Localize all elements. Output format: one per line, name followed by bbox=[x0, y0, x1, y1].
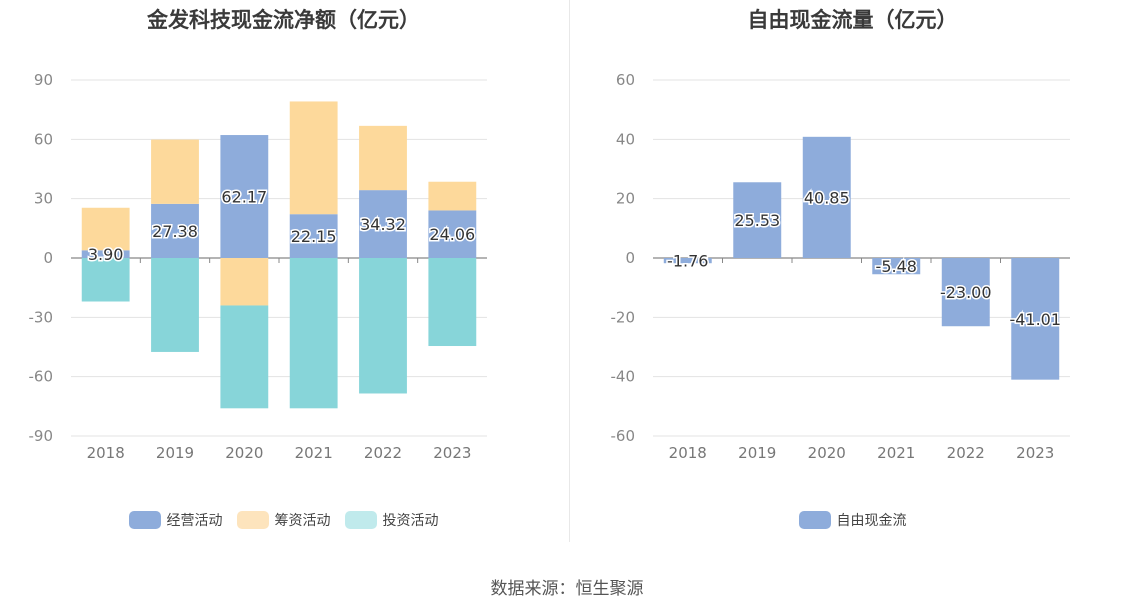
y-tick-label: -60 bbox=[611, 427, 636, 445]
y-tick-label: -90 bbox=[29, 427, 54, 445]
bar bbox=[1011, 258, 1060, 380]
bar bbox=[289, 101, 338, 215]
y-tick-label: 20 bbox=[616, 190, 635, 208]
bar bbox=[359, 258, 407, 394]
bar bbox=[428, 258, 477, 347]
chart-title: 自由现金流量（亿元） bbox=[747, 8, 958, 32]
bar bbox=[663, 258, 712, 264]
data-label: 3.90 bbox=[88, 245, 124, 264]
bar bbox=[151, 258, 199, 352]
legend-swatch bbox=[128, 511, 161, 529]
legend: 经营活动 筹资活动 投资活动 bbox=[0, 510, 567, 530]
legend-item[interactable]: 投资活动 bbox=[344, 510, 439, 530]
x-tick-label: 2018 bbox=[87, 444, 125, 462]
x-tick-label: 2021 bbox=[877, 444, 915, 462]
bar bbox=[359, 125, 407, 191]
panel-divider bbox=[569, 0, 570, 542]
bar bbox=[289, 214, 338, 258]
y-tick-label: 60 bbox=[616, 71, 635, 89]
x-tick-label: 2022 bbox=[364, 444, 402, 462]
data-label: -5.48 bbox=[876, 257, 917, 276]
y-tick-label: 0 bbox=[625, 249, 635, 267]
legend-swatch bbox=[798, 511, 831, 529]
bar bbox=[81, 207, 130, 251]
bar bbox=[151, 203, 199, 258]
legend-item[interactable]: 筹资活动 bbox=[236, 510, 331, 530]
legend-label: 筹资活动 bbox=[274, 513, 331, 529]
bar bbox=[220, 258, 269, 306]
y-tick-label: 0 bbox=[43, 249, 53, 267]
y-tick-label: -60 bbox=[29, 368, 54, 386]
x-tick-label: 2019 bbox=[156, 444, 194, 462]
bar bbox=[802, 136, 851, 258]
y-tick-label: 90 bbox=[34, 71, 53, 89]
data-label: 40.85 bbox=[804, 188, 850, 207]
data-label: -23.00 bbox=[940, 283, 992, 302]
bar bbox=[941, 258, 990, 327]
cash-flow-net-plot: 90 60 30 0 -30 -60 -90 2018 2019 2020 2021 2022 2023… bbox=[29, 71, 487, 462]
free-cash-flow-plot: 60 40 20 0 -20 -40 -60 2018 2019 2020 2021 2022 2023… bbox=[611, 71, 1070, 462]
x-tick-label: 2020 bbox=[225, 444, 263, 462]
data-label: 24.06 bbox=[429, 225, 475, 244]
data-label: 25.53 bbox=[734, 211, 780, 230]
x-tick-label: 2019 bbox=[738, 444, 776, 462]
bar bbox=[428, 210, 477, 258]
data-label: 62.17 bbox=[221, 188, 267, 207]
x-tick-label: 2021 bbox=[295, 444, 333, 462]
bar bbox=[81, 258, 130, 302]
bar bbox=[289, 258, 338, 409]
bar bbox=[81, 250, 130, 258]
legend-item[interactable]: 经营活动 bbox=[128, 510, 223, 530]
bar bbox=[428, 181, 477, 211]
legend-label: 投资活动 bbox=[382, 513, 439, 529]
legend-label: 经营活动 bbox=[166, 513, 223, 529]
legend-item[interactable]: 自由现金流 bbox=[798, 510, 907, 530]
y-tick-label: 40 bbox=[616, 130, 635, 148]
legend-swatch bbox=[344, 511, 377, 529]
bar bbox=[151, 139, 199, 204]
data-label: 27.38 bbox=[152, 222, 198, 241]
x-tick-label: 2023 bbox=[1016, 444, 1054, 462]
y-tick-label: -20 bbox=[611, 308, 636, 326]
x-tick-label: 2020 bbox=[808, 444, 846, 462]
bar bbox=[220, 305, 269, 409]
cash-flow-net-chart: 金发科技现金流净额（亿元） 90 60 30 0 -30 -60 -90 2018 2019 20… bbox=[0, 0, 567, 545]
x-tick-label: 2022 bbox=[947, 444, 985, 462]
x-tick-label: 2018 bbox=[669, 444, 707, 462]
bar bbox=[359, 190, 407, 258]
data-label: 34.32 bbox=[360, 215, 406, 234]
y-tick-label: 60 bbox=[34, 130, 53, 148]
data-label: -1.76 bbox=[667, 252, 708, 271]
y-tick-label: -30 bbox=[29, 308, 54, 326]
bar bbox=[733, 182, 782, 258]
free-cash-flow-chart: 自由现金流量（亿元） 60 40 20 0 -20 -40 -60 2018 2019 2020 2… bbox=[571, 0, 1134, 545]
legend-label: 自由现金流 bbox=[836, 513, 907, 529]
chart-title: 金发科技现金流净额（亿元） bbox=[147, 8, 420, 32]
bar bbox=[220, 135, 269, 258]
data-source-note: 数据来源：恒生聚源 bbox=[490, 579, 644, 599]
legend-swatch bbox=[236, 511, 269, 529]
data-label: -41.01 bbox=[1009, 310, 1061, 329]
y-tick-label: -40 bbox=[611, 368, 636, 386]
bar bbox=[872, 258, 921, 275]
x-tick-label: 2023 bbox=[433, 444, 471, 462]
data-label: 22.15 bbox=[291, 227, 337, 246]
y-tick-label: 30 bbox=[34, 190, 53, 208]
legend: 自由现金流 bbox=[571, 510, 1134, 530]
